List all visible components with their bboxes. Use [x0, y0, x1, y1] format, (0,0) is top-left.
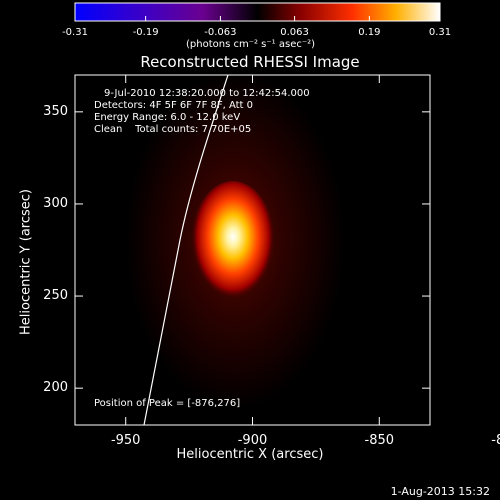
colorbar-tick-label: 0.063: [280, 27, 309, 38]
clean-counts-label: Clean Total counts: 7.70E+05: [94, 124, 252, 135]
y-tick-label: 250: [43, 288, 68, 304]
x-tick-label: -950: [110, 433, 141, 448]
y-axis-label: Heliocentric Y (arcsec): [18, 189, 34, 335]
y-tick-label: 350: [43, 103, 68, 119]
plot-title: Reconstructed RHESSI Image: [140, 53, 360, 71]
colorbar-tick-label: -0.19: [132, 27, 159, 38]
colorbar: [74, 2, 441, 22]
y-tick-label: 300: [43, 195, 68, 211]
x-tick-label: -850: [364, 433, 395, 448]
colorbar-units: (photons cm⁻² s⁻¹ asec⁻²): [186, 39, 316, 50]
x-tick-label: -900: [237, 433, 268, 448]
colorbar-tick-label: 0.31: [428, 27, 452, 38]
solar-limb: [143, 75, 229, 425]
date-stamp: 1-Aug-2013 15:32: [390, 485, 490, 498]
colorbar-tick-label: -0.31: [62, 27, 88, 38]
x-axis-label: Heliocentric X (arcsec): [176, 447, 324, 462]
colorbar-tick-label: -0.063: [204, 27, 237, 38]
colorbar-tick-label: 0.19: [358, 27, 381, 38]
peak-position-label: Position of Peak = [-876,276]: [94, 398, 241, 409]
energy-range-label: Energy Range: 6.0 - 12.0 keV: [94, 112, 241, 123]
time-range-label: 9-Jul-2010 12:38:20.000 to 12:42:54.000: [104, 88, 310, 99]
source-core: [191, 181, 275, 305]
y-tick-label: 200: [43, 380, 68, 396]
x-tick-label: -800: [491, 433, 500, 448]
detectors-label: Detectors: 4F 5F 6F 7F 8F, Att 0: [94, 100, 254, 111]
